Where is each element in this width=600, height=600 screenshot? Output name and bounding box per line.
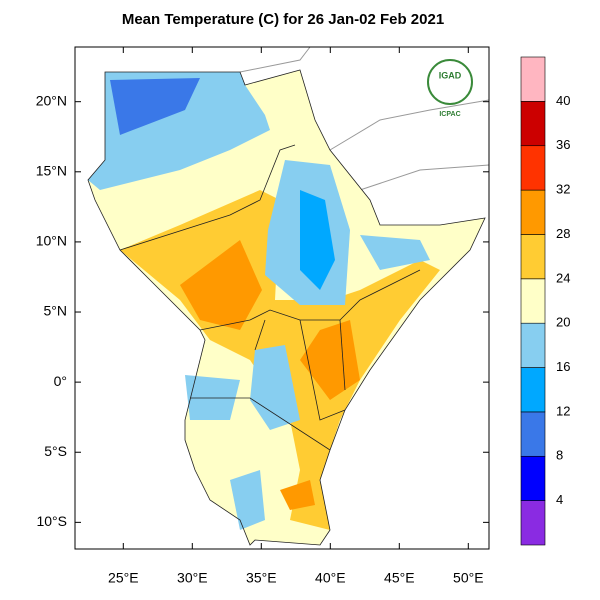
colorbar-label: 24 [556,270,570,285]
lon-tick-label: 45°E [384,570,415,586]
logo: IGAD ICPAC [427,59,473,118]
lat-tick-label: 5°S [44,443,67,459]
colorbar-label: 12 [556,403,570,418]
lon-tick-label: 50°E [453,570,484,586]
logo-name: IGAD [439,70,462,80]
country-borders [87,69,486,546]
colorbar-box [520,367,546,413]
colorbar-box [520,455,546,501]
logo-ring [427,59,473,105]
colorbar-label: 28 [556,226,570,241]
map-frame [74,46,490,550]
colorbar-box [520,56,546,102]
colorbar-label: 40 [556,93,570,108]
colorbar-box [520,234,546,280]
colorbar-label: 4 [556,492,563,507]
lat-tick-label: 10°N [36,233,67,249]
map-title: Mean Temperature (C) for 26 Jan-02 Feb 2… [122,11,444,28]
colorbar-box [520,145,546,191]
colorbar-box [520,278,546,324]
lat-tick-label: 5°N [44,303,68,319]
lat-tick-label: 15°N [36,163,67,179]
colorbar-box [520,411,546,457]
colorbar-box [520,322,546,368]
lon-tick-label: 30°E [177,570,208,586]
logo-caption: ICPAC [439,111,460,118]
colorbar-label: 16 [556,359,570,374]
colorbar-box [520,189,546,235]
colorbar-label: 36 [556,137,570,152]
neighbour-borders [239,46,490,191]
lat-tick-label: 20°N [36,92,67,108]
lon-tick-label: 35°E [246,570,277,586]
lon-tick-label: 25°E [108,570,139,586]
colorbar-label: 32 [556,182,570,197]
colorbar-label: 8 [556,448,563,463]
lon-tick-label: 40°E [315,570,346,586]
temperature-field [88,70,485,545]
colorbar-box [520,101,546,147]
lat-tick-label: 10°S [36,513,67,529]
lat-tick-label: 0° [54,373,67,389]
colorbar-box [520,500,546,546]
colorbar-label: 20 [556,315,570,330]
